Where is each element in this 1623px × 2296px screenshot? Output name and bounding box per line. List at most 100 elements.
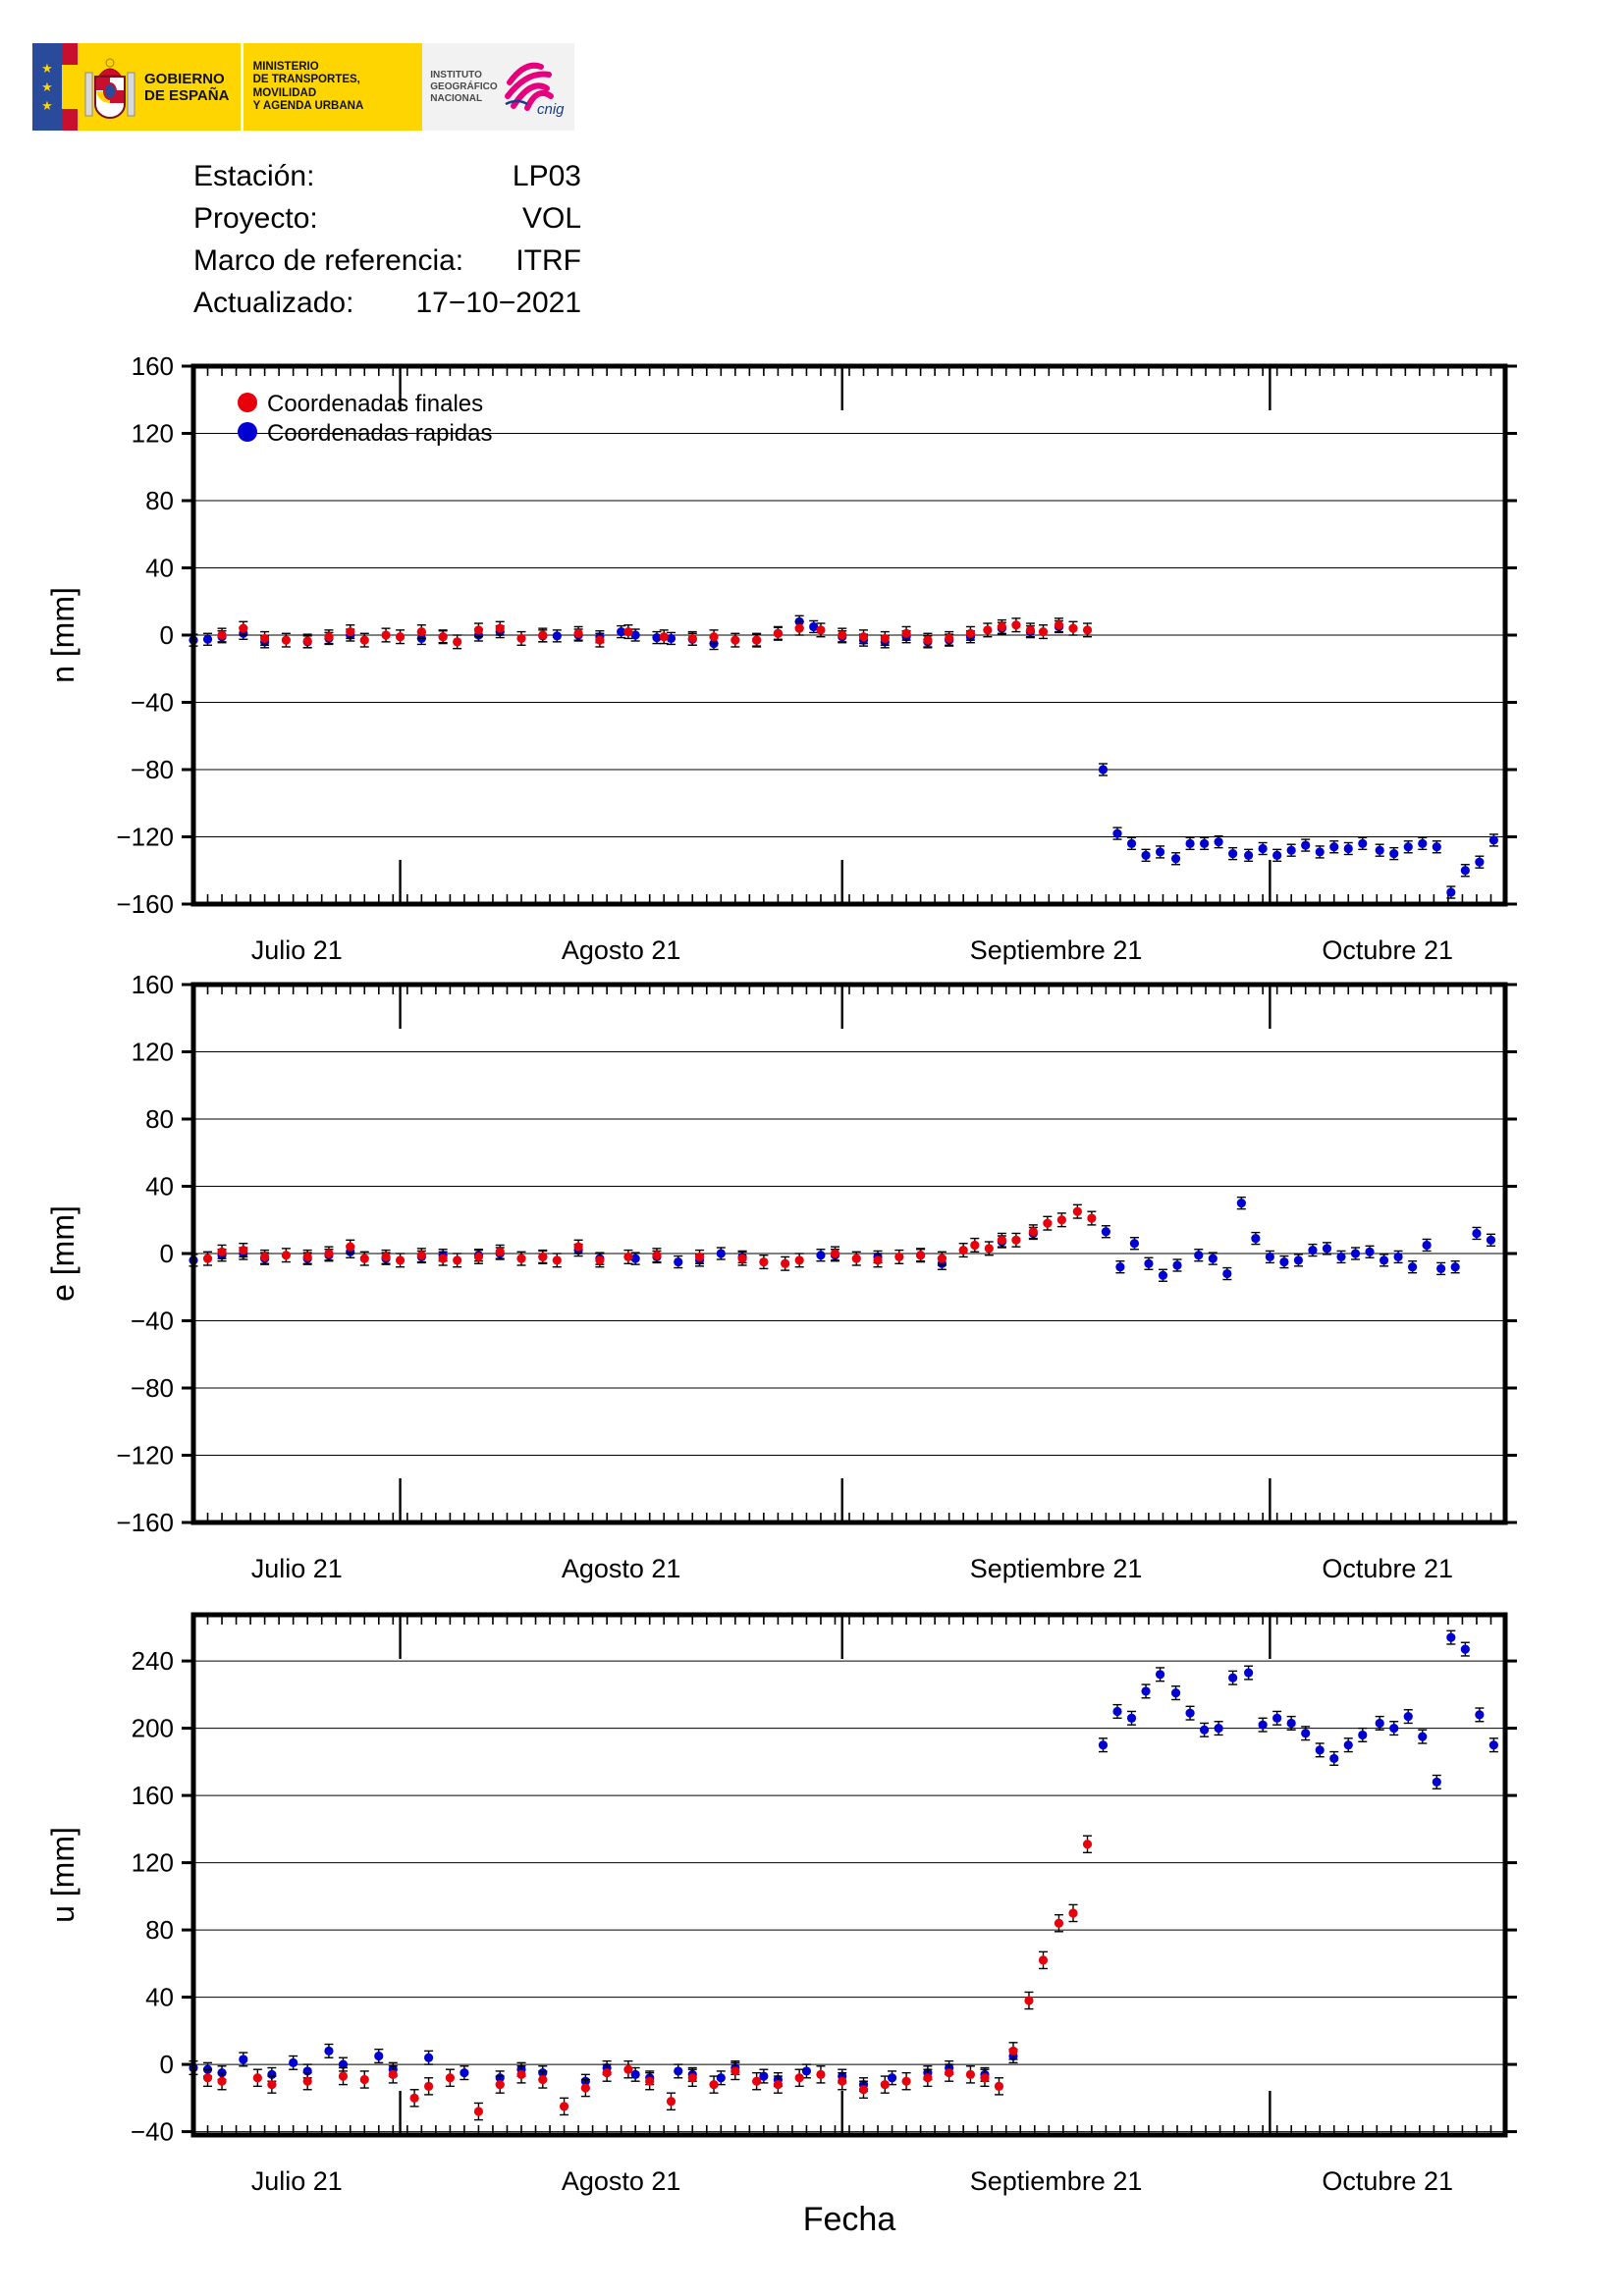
data-point: [1101, 1227, 1110, 1237]
data-point: [217, 630, 227, 640]
data-point: [260, 1252, 270, 1262]
data-point: [773, 2080, 783, 2090]
data-point: [324, 1249, 334, 1258]
data-point: [1038, 1955, 1049, 1965]
y-tick-label: −40: [131, 688, 174, 718]
data-point: [1214, 1723, 1223, 1734]
data-point: [1068, 1908, 1078, 1918]
data-point: [1408, 1262, 1418, 1272]
data-point: [652, 632, 662, 643]
data-point: [202, 1254, 213, 1263]
y-tick-label: −120: [116, 1441, 174, 1470]
data-point: [984, 1244, 994, 1254]
y-tick-label: 0: [160, 1239, 174, 1268]
data-point: [239, 1245, 248, 1255]
data-point: [958, 1245, 968, 1255]
data-point: [1343, 1740, 1353, 1750]
station-info-label: Marco de referencia:: [193, 244, 464, 277]
data-point: [645, 2076, 655, 2086]
ign-label: INSTITUTO GEOGRÁFICO NACIONAL: [430, 69, 498, 104]
data-point: [1329, 842, 1339, 852]
data-point: [1028, 1227, 1038, 1237]
y-tick-label: 240: [132, 1646, 174, 1676]
data-point: [652, 1251, 662, 1260]
data-point: [730, 635, 740, 645]
data-point: [445, 2073, 455, 2083]
station-info: Estación: LP03 Proyecto: VOL Marco de refere…: [193, 160, 581, 329]
x-tick-label: Julio 21: [251, 935, 343, 965]
y-tick-label: 80: [145, 1915, 174, 1945]
data-point: [359, 635, 369, 645]
data-point: [1460, 866, 1470, 876]
data-point: [538, 2074, 548, 2085]
data-point: [1244, 850, 1254, 860]
data-point: [324, 2046, 334, 2056]
y-axis-title: u [mm]: [45, 1827, 81, 1923]
data-point: [424, 2053, 434, 2062]
data-point: [1038, 626, 1049, 637]
y-axis-title: e [mm]: [45, 1205, 81, 1302]
x-tick-label: Septiembre 21: [970, 1554, 1143, 1583]
data-point: [424, 2081, 434, 2091]
data-point: [453, 1255, 462, 1265]
data-point: [1082, 1840, 1093, 1849]
data-point: [923, 635, 933, 645]
data-point: [737, 1254, 747, 1263]
gobierno-label: GOBIERNO DE ESPAÑA: [144, 70, 230, 104]
y-tick-label: 0: [160, 2050, 174, 2079]
data-point: [1379, 1255, 1389, 1265]
y-tick-label: 40: [145, 554, 174, 583]
data-point: [416, 626, 426, 637]
data-point: [573, 628, 583, 638]
data-point: [1358, 1730, 1368, 1740]
data-point: [416, 1251, 426, 1260]
data-point: [1446, 1632, 1456, 1642]
x-tick-label: Agosto 21: [562, 2166, 681, 2196]
data-point: [595, 635, 605, 645]
x-tick-label: Julio 21: [251, 2166, 343, 2196]
data-point: [202, 2073, 213, 2083]
x-tick-label: Agosto 21: [562, 1554, 681, 1583]
data-point: [202, 634, 213, 644]
data-point: [1054, 1918, 1064, 1928]
data-point: [1098, 765, 1109, 774]
data-point: [1432, 842, 1441, 852]
data-point: [1214, 837, 1223, 847]
data-point: [260, 633, 270, 644]
data-point: [687, 633, 697, 644]
data-point: [324, 632, 334, 642]
y-tick-label: 160: [132, 970, 174, 999]
data-point: [880, 2080, 890, 2090]
data-point: [381, 1252, 391, 1262]
data-point: [552, 631, 562, 641]
data-point: [816, 625, 826, 635]
data-point: [453, 637, 462, 647]
data-point: [1228, 849, 1238, 859]
data-point: [997, 1235, 1006, 1245]
data-point: [1265, 1252, 1274, 1262]
station-info-value: ITRF: [515, 244, 581, 277]
x-tick-label: Septiembre 21: [970, 935, 1143, 965]
data-point: [1129, 1239, 1140, 1249]
panel-border: [190, 1612, 1508, 2138]
y-tick-label: −80: [131, 755, 174, 784]
data-point: [1293, 1255, 1304, 1265]
y-tick-label: −160: [116, 889, 174, 919]
y-tick-label: 40: [145, 1983, 174, 2012]
data-point: [816, 2069, 826, 2079]
data-point: [595, 1255, 605, 1265]
data-point: [1446, 887, 1456, 897]
data-point: [1228, 1673, 1238, 1682]
data-point: [1008, 2046, 1018, 2056]
y-tick-label: 0: [160, 620, 174, 650]
data-point: [495, 2080, 505, 2090]
data-point: [851, 1254, 861, 1263]
data-point: [674, 1256, 683, 1267]
data-point: [880, 633, 890, 644]
data-point: [1393, 1252, 1403, 1262]
data-point: [794, 2073, 804, 2083]
data-point: [630, 2069, 640, 2079]
data-point: [916, 1251, 926, 1260]
data-point: [1258, 843, 1268, 854]
